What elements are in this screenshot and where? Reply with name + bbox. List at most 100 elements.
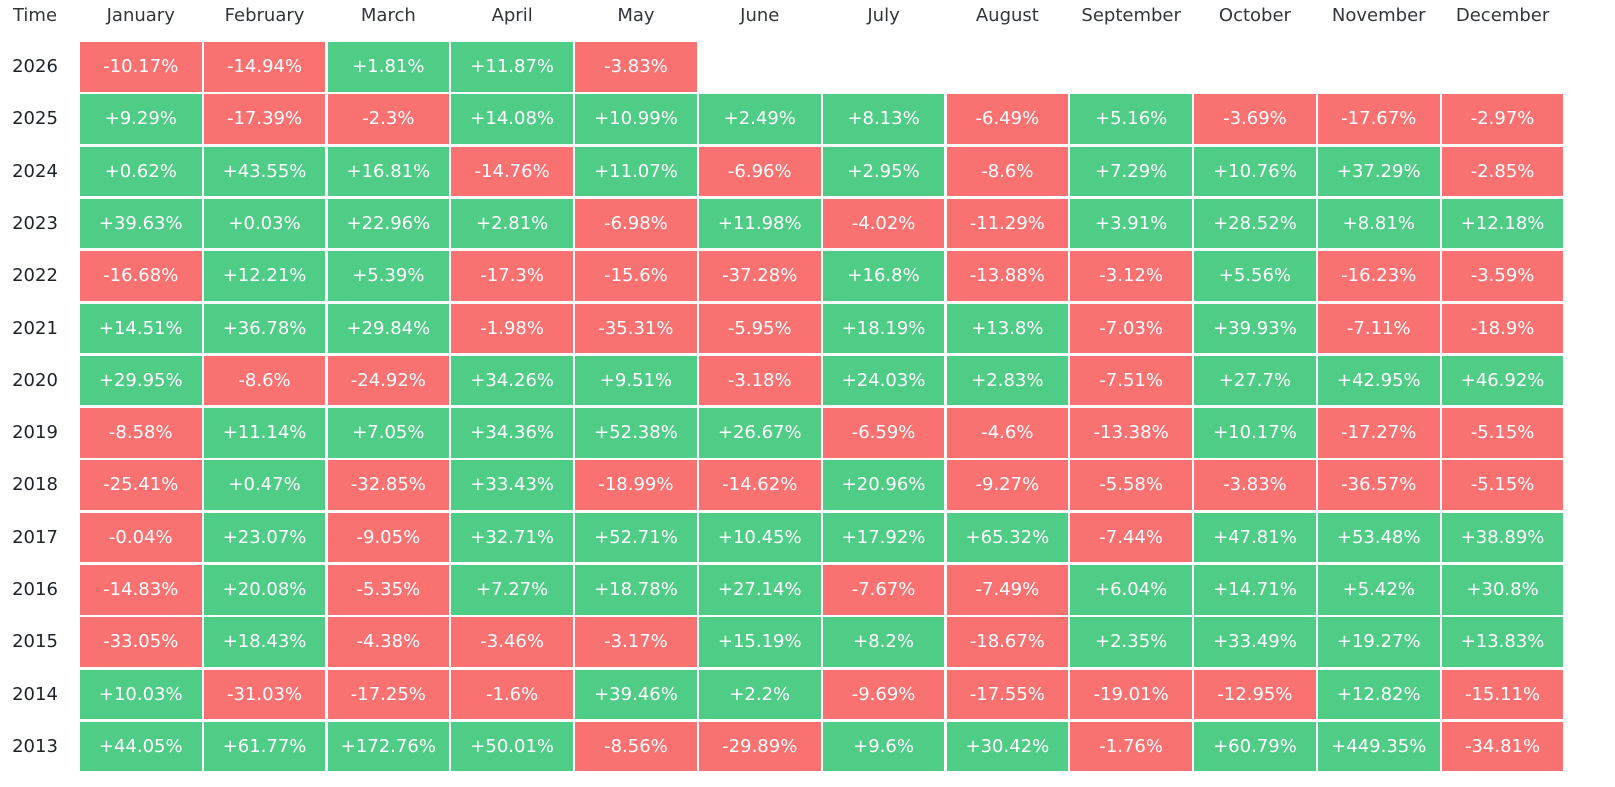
return-cell: -18.9% <box>1441 303 1564 353</box>
return-cell: +33.49% <box>1194 617 1316 667</box>
return-cell: -3.12% <box>1070 251 1192 301</box>
return-cell: +29.95% <box>80 355 202 406</box>
return-cell: -16.23% <box>1318 251 1440 301</box>
return-cell: +18.78% <box>575 565 697 615</box>
return-cell: -9.27% <box>946 460 1069 510</box>
return-cell: -4.38% <box>327 617 450 667</box>
return-cell: +16.8% <box>822 251 945 301</box>
year-label: 2017 <box>12 526 58 548</box>
return-cell: +29.84% <box>327 303 450 353</box>
year-label: 2025 <box>12 108 58 130</box>
return-cell: -10.17% <box>80 42 202 92</box>
return-cell: -9.69% <box>822 669 945 720</box>
return-cell: +9.29% <box>80 94 202 144</box>
return-cell: -2.85% <box>1441 146 1564 197</box>
return-cell: +10.45% <box>699 512 821 563</box>
return-cell: +33.43% <box>451 460 573 510</box>
return-cell: +19.27% <box>1318 617 1440 667</box>
return-cell: +449.35% <box>1318 721 1440 772</box>
return-cell: +5.42% <box>1318 565 1440 615</box>
return-cell: +2.2% <box>699 669 821 720</box>
return-cell: -5.35% <box>327 565 450 615</box>
return-cell: +24.03% <box>822 355 945 406</box>
year-label: 2018 <box>12 474 58 496</box>
return-cell: -3.83% <box>575 42 697 92</box>
return-cell: +8.2% <box>822 617 945 667</box>
month-header-september: September <box>1081 5 1181 26</box>
return-cell: -29.89% <box>699 721 821 772</box>
return-cell: +172.76% <box>327 721 450 772</box>
return-cell: -13.88% <box>946 251 1069 301</box>
return-cell: -9.05% <box>327 512 450 563</box>
return-cell: -17.25% <box>327 669 450 720</box>
return-cell: -3.83% <box>1194 460 1316 510</box>
return-cell: +14.51% <box>80 303 202 353</box>
return-cell: +10.03% <box>80 669 202 720</box>
return-cell: -37.28% <box>699 251 821 301</box>
return-cell: -2.3% <box>327 94 450 144</box>
return-cell: +2.81% <box>451 198 573 249</box>
return-cell: +7.29% <box>1070 146 1192 197</box>
return-cell: +16.81% <box>327 146 450 197</box>
return-cell: +36.78% <box>203 303 326 353</box>
return-cell: +2.95% <box>822 146 945 197</box>
return-cell: -8.56% <box>575 721 697 772</box>
return-cell: -33.05% <box>80 617 202 667</box>
return-cell: +9.51% <box>575 355 697 406</box>
year-label: 2014 <box>12 683 58 705</box>
return-cell: -4.6% <box>946 408 1069 458</box>
return-cell: -17.27% <box>1318 408 1440 458</box>
return-cell: +20.96% <box>822 460 945 510</box>
return-cell: -8.6% <box>203 355 326 406</box>
return-cell: +46.92% <box>1441 355 1564 406</box>
return-cell: +61.77% <box>203 721 326 772</box>
return-cell: +8.13% <box>822 94 945 144</box>
return-cell: +60.79% <box>1194 721 1316 772</box>
return-cell: +2.35% <box>1070 617 1192 667</box>
return-cell: +13.83% <box>1441 617 1564 667</box>
return-cell: +43.55% <box>203 146 326 197</box>
return-cell: -15.6% <box>575 251 697 301</box>
return-cell: -2.97% <box>1441 94 1564 144</box>
year-label: 2022 <box>12 265 58 287</box>
return-cell: -8.6% <box>946 146 1069 197</box>
year-label: 2020 <box>12 369 58 391</box>
year-label: 2013 <box>12 735 58 757</box>
return-cell: +12.82% <box>1318 669 1440 720</box>
month-header-november: November <box>1331 5 1426 26</box>
month-header-april: April <box>491 5 533 26</box>
return-cell: +8.81% <box>1318 198 1440 249</box>
return-cell: -14.83% <box>80 565 202 615</box>
return-cell: -4.02% <box>822 198 945 249</box>
month-header-february: February <box>224 5 305 26</box>
return-cell: -14.94% <box>203 42 326 92</box>
year-label: 2024 <box>12 160 58 182</box>
return-cell: +52.38% <box>575 408 697 458</box>
return-cell: -6.49% <box>946 94 1069 144</box>
return-cell: -8.58% <box>80 408 202 458</box>
return-cell: +0.47% <box>203 460 326 510</box>
month-header-may: May <box>617 5 655 26</box>
month-header-march: March <box>360 5 416 26</box>
return-cell: +37.29% <box>1318 146 1440 197</box>
return-cell: -11.29% <box>946 198 1069 249</box>
return-cell: +7.27% <box>451 565 573 615</box>
return-cell: +18.19% <box>822 303 945 353</box>
month-header-july: July <box>867 5 900 26</box>
return-cell: -5.95% <box>699 303 821 353</box>
return-cell: -34.81% <box>1441 721 1564 772</box>
return-cell: +10.99% <box>575 94 697 144</box>
return-cell: -6.59% <box>822 408 945 458</box>
return-cell: -7.49% <box>946 565 1069 615</box>
return-cell: -7.11% <box>1318 303 1440 353</box>
return-cell: -3.18% <box>699 355 821 406</box>
year-label: 2021 <box>12 317 58 339</box>
return-cell: -31.03% <box>203 669 326 720</box>
return-cell: -13.38% <box>1070 408 1192 458</box>
month-header-october: October <box>1218 5 1291 26</box>
return-cell: -6.98% <box>575 198 697 249</box>
year-label: 2016 <box>12 579 58 600</box>
return-cell: -14.62% <box>699 460 821 510</box>
return-cell: -25.41% <box>80 460 202 510</box>
